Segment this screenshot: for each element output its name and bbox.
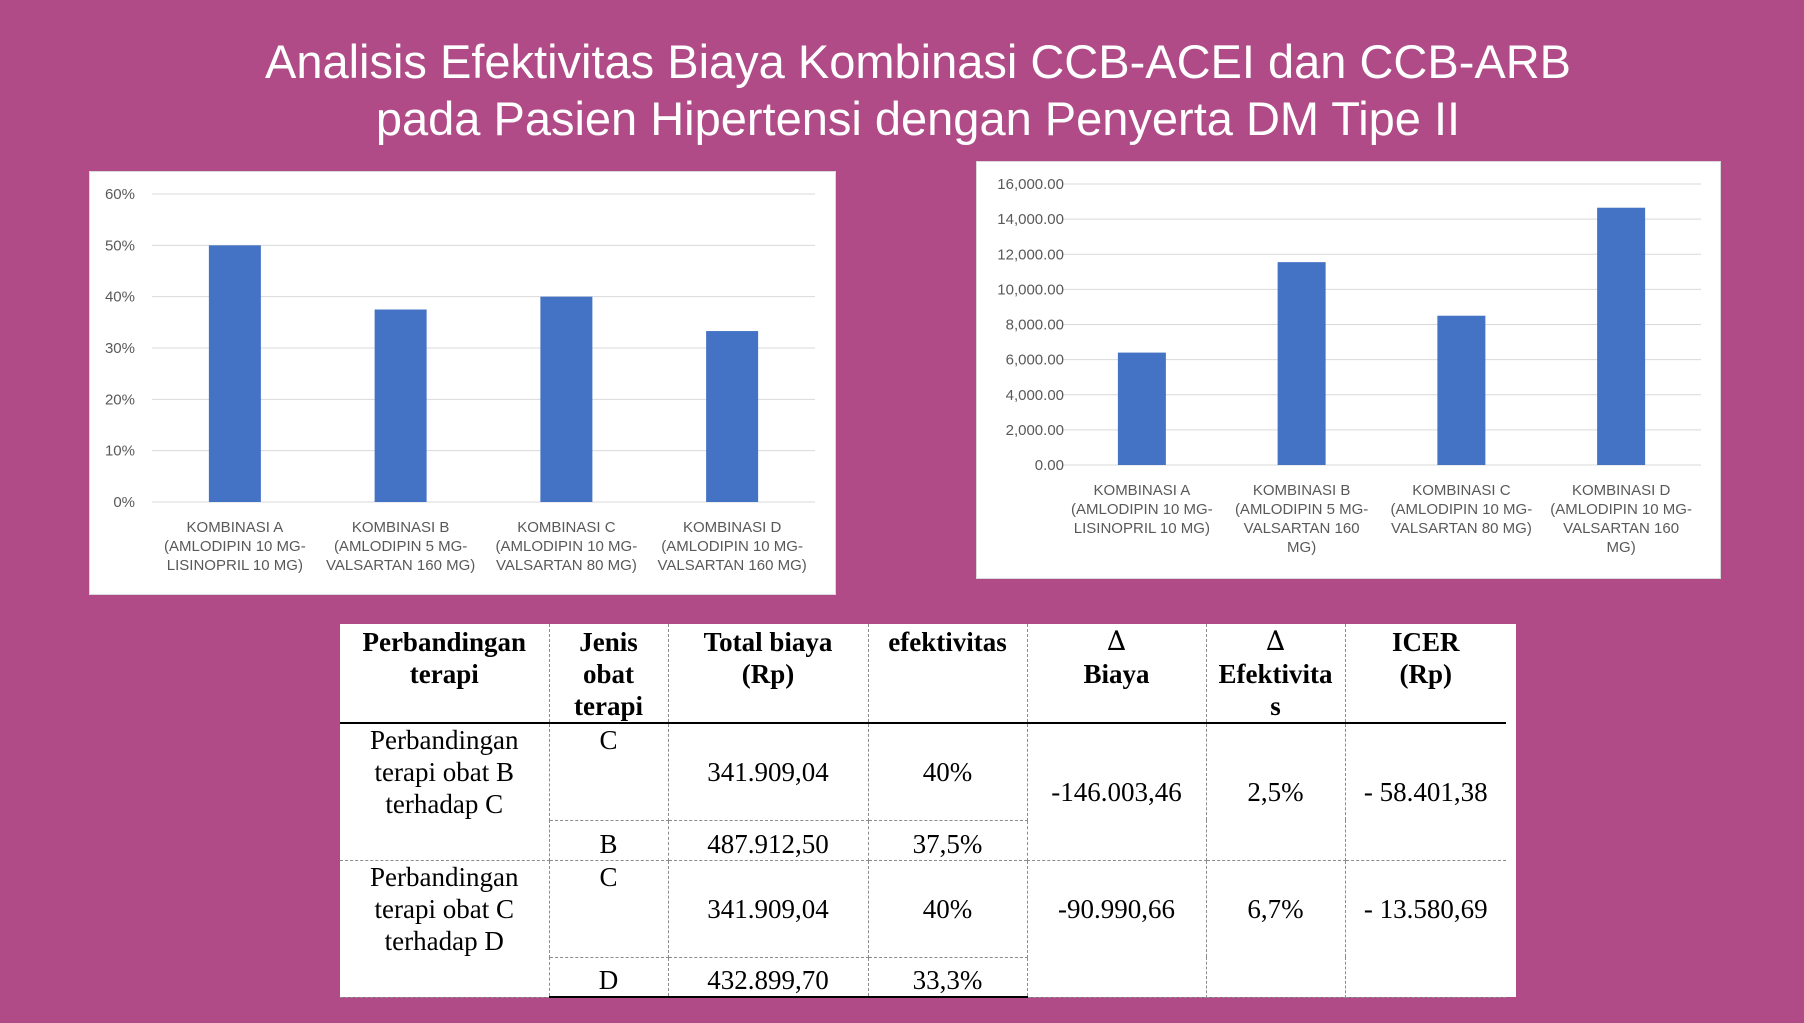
header-delta-efektivitas: ∆ Efektivitas [1205, 624, 1346, 724]
total-biaya-cell: 341.909,04 [667, 859, 869, 958]
bar [706, 331, 759, 502]
y-tick-label: 60% [105, 186, 135, 203]
y-tick-label: 4,000.00 [1006, 387, 1064, 404]
x-category-label: KOMBINASI B (AMLODIPIN 5 MG-VALSARTAN 160… [1235, 482, 1368, 556]
effectiveness-chart: 0% 10% 20% 30% 40% 50% 60% KOMBINASI A (AMLODIPI… [89, 171, 836, 595]
icer-cell: - 58.401,38 [1344, 722, 1506, 861]
slide-title-line-2: pada Pasien Hipertensi dengan Penyerta D… [375, 92, 1461, 145]
delta-biaya-label: Biaya [1083, 659, 1150, 689]
icer-cell: - 13.580,69 [1344, 859, 1506, 998]
y-tick-label: 12,000.00 [997, 246, 1064, 263]
jenis-cell: C [548, 722, 669, 821]
cost-chart: 0.00 2,000.00 4,000.00 6,000.00 8,000.00 10,0… [976, 161, 1721, 579]
bar [1277, 262, 1326, 465]
y-tick-label: 20% [105, 391, 135, 408]
efektivitas-cell: 37,5% [867, 819, 1027, 861]
efektivitas-cell: 33,3% [867, 956, 1027, 998]
delta-symbol: ∆ [1107, 626, 1126, 657]
table-row: Perbandingan terapi obat B terhadap C C … [340, 722, 1506, 861]
delta-efektivitas-label: Efektivitas [1218, 659, 1333, 721]
bar [540, 296, 593, 502]
header-icer: ICER (Rp) [1344, 624, 1506, 724]
y-tick-label: 8,000.00 [1006, 317, 1064, 334]
bar [208, 245, 261, 502]
jenis-cell: C [548, 859, 669, 958]
icer-table-container: Perbandingan terapi Jenis obat terapi To… [340, 624, 1516, 998]
y-tick-label: 40% [105, 289, 135, 306]
x-category-label: KOMBINASI B (AMLODIPIN 5 MG-VALSARTAN 160… [326, 519, 475, 574]
header-jenis: Jenis obat terapi [548, 624, 669, 724]
delta-biaya-cell: -90.990,66 [1026, 859, 1207, 998]
x-category-label: KOMBINASI C (AMLODIPIN 10 MG-VALSARTAN 80… [496, 519, 638, 574]
y-tick-label: 6,000.00 [1006, 352, 1064, 369]
total-biaya-cell: 432.899,70 [667, 956, 869, 998]
header-perbandingan: Perbandingan terapi [340, 624, 550, 724]
table-row: D 432.899,70 33,3% [340, 956, 1506, 998]
y-tick-label: 0% [113, 494, 135, 511]
x-category-label: KOMBINASI D (AMLODIPIN 10 MG-VALSARTAN 16… [1550, 482, 1692, 556]
slide-title-line-1: Analisis Efektivitas Biaya Kombinasi CCB… [264, 35, 1572, 88]
x-category-label: KOMBINASI A (AMLODIPIN 10 MG-LISINOPRIL 1… [164, 519, 306, 574]
delta-efektivitas-cell: 2,5% [1205, 722, 1346, 861]
header-delta-biaya: ∆ Biaya [1026, 624, 1207, 724]
y-tick-label: 50% [105, 237, 135, 254]
delta-biaya-cell: -146.003,46 [1026, 722, 1207, 861]
table-row: Perbandingan terapi obat C terhadap D C … [340, 859, 1506, 998]
x-category-label: KOMBINASI D (AMLODIPIN 10 MG-VALSARTAN 16… [658, 519, 807, 574]
bar [1597, 207, 1646, 465]
header-efektivitas: efektivitas [867, 624, 1028, 724]
icer-table: Perbandingan terapi Jenis obat terapi To… [340, 624, 1506, 998]
efektivitas-cell: 40% [867, 859, 1028, 958]
efektivitas-cell: 40% [867, 722, 1028, 821]
jenis-cell: D [549, 956, 669, 998]
y-tick-label: 16,000.00 [997, 176, 1064, 193]
y-tick-label: 14,000.00 [997, 211, 1064, 228]
cost-chart-svg: 0.00 2,000.00 4,000.00 6,000.00 8,000.00 10,0… [997, 176, 1701, 556]
y-tick-label: 10% [105, 443, 135, 460]
table-row: B 487.912,50 37,5% [340, 819, 1506, 861]
table-header-row: Perbandingan terapi Jenis obat terapi To… [340, 624, 1506, 724]
group-description: Perbandingan terapi obat C terhadap D [340, 859, 550, 998]
x-category-label: KOMBINASI A (AMLODIPIN 10 MG-LISINOPRIL 1… [1071, 482, 1213, 537]
bar [374, 309, 427, 502]
jenis-cell: B [549, 819, 669, 861]
bar [1437, 315, 1486, 465]
effectiveness-chart-svg: 0% 10% 20% 30% 40% 50% 60% KOMBINASI A (AMLODIPI… [105, 186, 815, 574]
y-tick-label: 2,000.00 [1006, 422, 1064, 439]
delta-efektivitas-cell: 6,7% [1205, 859, 1346, 998]
x-category-label: KOMBINASI C (AMLODIPIN 10 MG-VALSARTAN 80… [1391, 482, 1533, 537]
total-biaya-cell: 341.909,04 [667, 722, 869, 821]
total-biaya-cell: 487.912,50 [667, 819, 869, 861]
y-tick-label: 0.00 [1035, 457, 1064, 474]
header-total-biaya: Total biaya (Rp) [667, 624, 869, 724]
bar [1117, 352, 1166, 465]
group-description: Perbandingan terapi obat B terhadap C [340, 722, 550, 861]
delta-symbol: ∆ [1266, 626, 1285, 657]
y-tick-label: 30% [105, 340, 135, 357]
y-tick-label: 10,000.00 [997, 281, 1064, 298]
